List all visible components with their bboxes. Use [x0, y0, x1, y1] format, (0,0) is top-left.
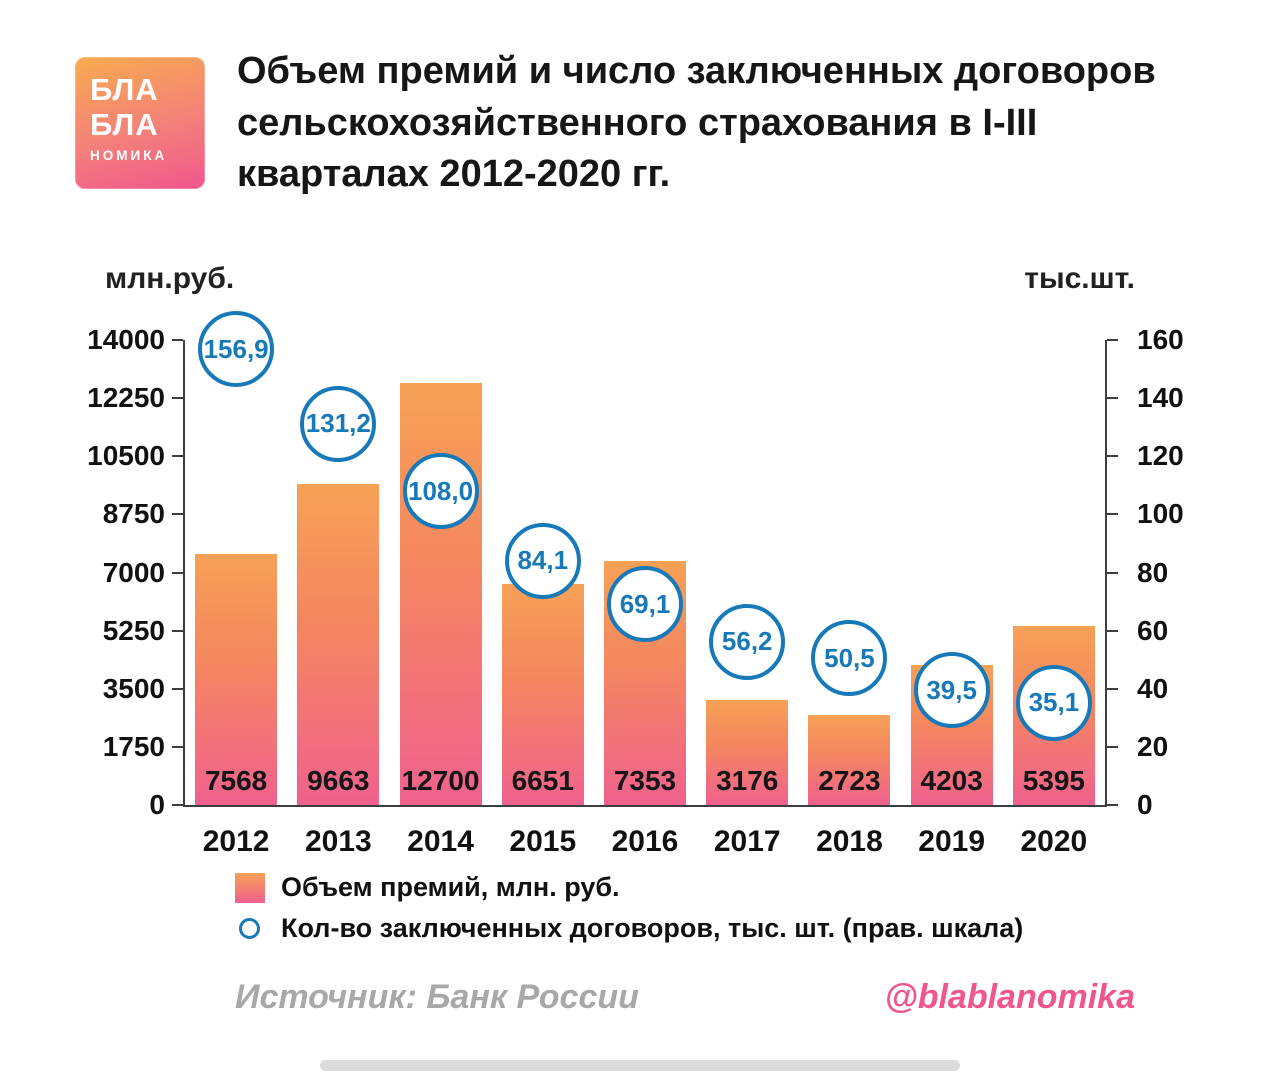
blablanomika-logo: БЛА БЛА НОМИКА [75, 57, 205, 189]
bar-value-label: 5395 [1022, 765, 1086, 796]
right-tick-mark [1107, 513, 1118, 516]
left-tick-mark [172, 804, 183, 806]
x-axis-label-2013: 2013 [304, 825, 372, 858]
x-axis-label-2012: 2012 [202, 825, 270, 858]
bar-2015 [501, 584, 584, 805]
left-axis-tick-label: 0 [149, 789, 165, 820]
legend-label-premiums: Объем премий, млн. руб. [281, 872, 620, 902]
left-tick-mark [172, 397, 183, 400]
bar-2018 [808, 714, 891, 805]
legend-label-contracts: Кол-во заключенных договоров, тыс. шт. (… [281, 913, 1024, 943]
right-tick-mark [1107, 687, 1118, 690]
bar-2012 [195, 553, 278, 805]
right-axis-tick-label: 160 [1137, 324, 1184, 355]
right-tick-mark [1107, 397, 1118, 400]
left-tick-mark [172, 687, 183, 690]
right-axis-tick-label: 0 [1137, 789, 1153, 820]
left-tick-mark [172, 513, 183, 516]
contracts-marker-2013: 131,2 [300, 385, 377, 462]
bar-value-label: 3176 [716, 765, 779, 796]
right-axis-unit-label: тыс.шт. [1024, 262, 1135, 295]
legend: Объем премий, млн. руб. Кол-во заключенн… [235, 872, 1023, 954]
left-axis-tick-label: 3500 [102, 672, 165, 704]
legend-item-contracts: Кол-во заключенных договоров, тыс. шт. (… [235, 913, 1023, 944]
x-axis-label-2020: 2020 [1020, 825, 1088, 858]
left-axis-tick-label: 10500 [87, 440, 165, 472]
bar-value-label: 2723 [818, 765, 881, 796]
x-axis-label-2017: 2017 [713, 825, 781, 858]
contracts-marker-2017: 56,2 [709, 603, 786, 680]
bottom-axis-line [183, 805, 1107, 807]
contracts-marker-2019: 39,5 [913, 652, 990, 729]
logo-line-2: БЛА [90, 106, 159, 142]
bar-value-label: 9663 [307, 765, 370, 796]
left-axis-unit-label: млн.руб. [105, 262, 235, 295]
left-axis-tick-label: 14000 [87, 324, 165, 355]
right-tick-mark [1107, 455, 1118, 458]
right-axis-tick-label: 40 [1137, 672, 1169, 704]
bar-value-label: 4203 [920, 765, 983, 796]
source-text: Источник: Банк России [235, 978, 639, 1016]
x-axis-label-2014: 2014 [407, 825, 474, 858]
right-tick-mark [1107, 804, 1118, 806]
right-axis-tick-label: 80 [1137, 556, 1169, 588]
bar-value-label: 12700 [401, 765, 480, 796]
x-axis-label-2015: 2015 [509, 825, 577, 858]
right-axis-tick-label: 120 [1137, 440, 1184, 472]
contracts-marker-2015: 84,1 [504, 522, 581, 599]
x-axis-label-2018: 2018 [816, 825, 883, 858]
left-axis-line [183, 340, 185, 807]
left-axis-tick-label: 12250 [87, 382, 165, 414]
contracts-marker-2016: 69,1 [607, 566, 683, 643]
right-tick-mark [1107, 339, 1118, 341]
bar-value-label: 6651 [511, 765, 574, 796]
bottom-bar-decoration [320, 1060, 960, 1071]
chart-title: Объем премий и число заключенных договор… [237, 50, 1156, 196]
right-tick-mark [1107, 571, 1118, 574]
circle-marker-icon [239, 918, 260, 939]
right-tick-mark [1107, 745, 1118, 748]
contracts-marker-2020: 35,1 [1015, 664, 1092, 741]
left-axis-tick-label: 8750 [102, 498, 165, 530]
bar-value-label: 7353 [613, 765, 677, 796]
contracts-marker-2018: 50,5 [811, 620, 888, 697]
left-tick-mark [172, 745, 183, 748]
bar-swatch-icon [235, 872, 265, 903]
logo-line-3: НОМИКА [90, 148, 168, 164]
right-tick-mark [1107, 629, 1118, 632]
right-axis-tick-label: 60 [1137, 614, 1169, 646]
telegram-handle: @blablanomika [884, 978, 1135, 1016]
right-axis-tick-label: 140 [1137, 382, 1184, 414]
right-axis-line [1105, 340, 1107, 807]
bar-2017 [706, 699, 789, 805]
contracts-marker-2012: 156,9 [198, 311, 275, 387]
x-axis-label-2016: 2016 [611, 825, 679, 858]
bar-2014 [399, 383, 482, 805]
logo-line-1: БЛА [90, 72, 159, 107]
left-axis-tick-label: 5250 [102, 614, 165, 646]
left-tick-mark [172, 455, 183, 458]
left-axis-tick-label: 7000 [102, 556, 165, 588]
left-tick-mark [172, 339, 183, 341]
left-tick-mark [172, 571, 183, 574]
bar-2013 [297, 484, 380, 805]
contracts-marker-2014: 108,0 [402, 453, 479, 530]
left-tick-mark [172, 629, 183, 632]
legend-item-premiums: Объем премий, млн. руб. [235, 872, 1023, 903]
right-axis-tick-label: 100 [1137, 498, 1184, 530]
left-axis-tick-label: 1750 [102, 730, 165, 762]
right-axis-tick-label: 20 [1137, 730, 1169, 762]
bar-value-label: 7568 [204, 765, 268, 796]
x-axis-label-2019: 2019 [918, 825, 986, 858]
